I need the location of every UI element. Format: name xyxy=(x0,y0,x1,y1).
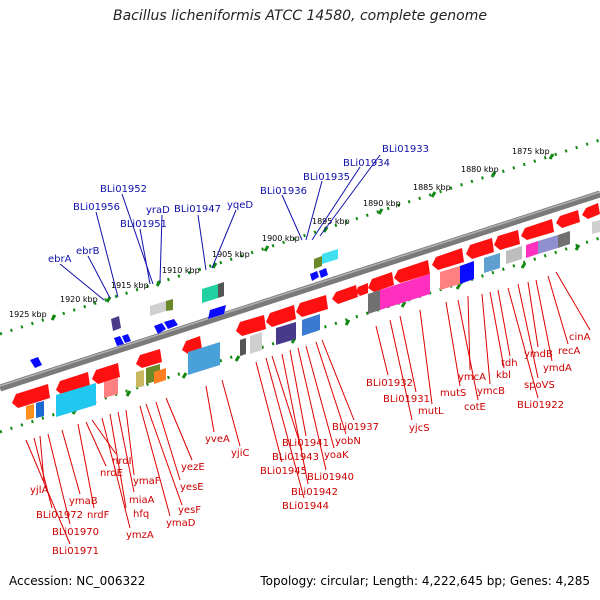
gene-label-bottom: miaA xyxy=(129,495,155,506)
gene-label-bottom: yesF xyxy=(178,505,201,516)
gene-label-bottom: BLi01932 xyxy=(366,378,413,389)
gene-label-bottom: nrdI xyxy=(112,456,132,467)
gene-label-bottom: yveA xyxy=(205,434,230,445)
gene-label-bottom: BLi01931 xyxy=(383,394,430,405)
gene-label-bottom: BLi01970 xyxy=(52,527,99,538)
major-ticks-top xyxy=(50,153,555,321)
gene-label-bottom: tdh xyxy=(501,358,518,369)
gene-label-bottom: nrdE xyxy=(100,468,123,479)
gene-label-bottom: BLi01942 xyxy=(291,487,338,498)
kbp-label: 1920 kbp xyxy=(60,295,98,304)
top-leader-lines xyxy=(59,154,381,301)
genome-backbone xyxy=(0,190,600,392)
gene-label-bottom: BLi01971 xyxy=(52,546,99,557)
gene-label-bottom: yjiC xyxy=(231,448,249,459)
gene-label-bottom: yobN xyxy=(335,436,361,447)
bottom-leader-lines xyxy=(25,271,591,545)
gene-label-bottom: ymdA xyxy=(543,363,572,374)
gene-label-bottom: yezE xyxy=(181,462,205,473)
forward-genes xyxy=(30,249,338,368)
gene-label-bottom: ymaD xyxy=(166,518,196,529)
kbp-label: 1910 kbp xyxy=(162,266,200,275)
gene-label-top: BLi01936 xyxy=(260,186,307,197)
gene-label-bottom: BLi01937 xyxy=(332,422,379,433)
kbp-label: 1880 kbp xyxy=(461,165,499,174)
gene-label-bottom: ymdB xyxy=(524,349,553,360)
gene-label-bottom: mutS xyxy=(440,388,466,399)
accession-text: Accession: NC_006322 xyxy=(9,574,146,588)
gene-label-top: BLi01933 xyxy=(382,144,429,155)
gene-label-bottom: yesE xyxy=(180,482,204,493)
gene-label-top: BLi01934 xyxy=(343,158,390,169)
gene-label-top: ebrA xyxy=(48,254,72,265)
bottom-gene-labels: cinA recA ymdA ymdB spoVS BLi01922 tdh k… xyxy=(30,332,591,557)
gene-label-top: BLi01947 xyxy=(174,204,221,215)
kbp-label: 1875 kbp xyxy=(512,147,550,156)
kbp-label: 1900 kbp xyxy=(262,234,300,243)
kbp-label: 1905 kbp xyxy=(212,250,250,259)
kbp-label: 1885 kbp xyxy=(413,183,451,192)
gene-label-bottom: yjlA xyxy=(30,485,48,496)
gene-label-top: BLi01952 xyxy=(100,184,147,195)
gene-label-top: BLi01956 xyxy=(73,202,120,213)
gene-label-bottom: BLi01922 xyxy=(517,400,564,411)
topology-text: Topology: circular; Length: 4,222,645 bp… xyxy=(260,574,590,588)
gene-label-bottom: cinA xyxy=(569,332,591,343)
gene-label-bottom: ymzA xyxy=(126,530,154,541)
kbp-label: 1915 kbp xyxy=(111,281,149,290)
map-title: Bacillus licheniformis ATCC 14580, compl… xyxy=(113,8,487,24)
gene-label-bottom: BLi01940 xyxy=(307,472,354,483)
gene-label-bottom: spoVS xyxy=(524,380,555,391)
gene-label-bottom: ymaF xyxy=(133,476,161,487)
reverse-genes xyxy=(12,203,600,420)
gene-label-bottom: BLi01944 xyxy=(282,501,329,512)
gene-label-bottom: ymcA xyxy=(458,372,486,383)
gene-label-bottom: BLi01945 xyxy=(260,466,307,477)
top-gene-labels: BLi01933 BLi01934 BLi01935 BLi01936 yqeD… xyxy=(48,144,429,265)
gene-label-top: yqeD xyxy=(227,200,253,211)
gene-label-bottom: BLi01972 xyxy=(36,510,83,521)
gene-label-top: BLi01951 xyxy=(120,219,167,230)
gene-label-bottom: yoaK xyxy=(324,450,349,461)
gene-label-top: ebrB xyxy=(76,246,100,257)
gene-label-bottom: yjcS xyxy=(409,423,430,434)
gene-label-bottom: ymaB xyxy=(69,496,98,507)
gene-label-top: yraD xyxy=(146,205,170,216)
gene-label-bottom: BLi01943 xyxy=(272,452,319,463)
gene-label-bottom: mutL xyxy=(418,406,444,417)
gene-label-bottom: BLi01941 xyxy=(282,438,329,449)
gene-label-bottom: kbl xyxy=(496,370,511,381)
gene-label-bottom: recA xyxy=(558,346,581,357)
gene-label-top: BLi01935 xyxy=(303,172,350,183)
gene-label-bottom: hfq xyxy=(133,509,149,520)
kbp-label: 1890 kbp xyxy=(363,199,401,208)
gene-label-bottom: ymcB xyxy=(477,386,505,397)
gene-label-bottom: nrdF xyxy=(87,510,110,521)
gene-label-bottom: cotE xyxy=(464,402,486,413)
kbp-label: 1925 kbp xyxy=(9,310,47,319)
